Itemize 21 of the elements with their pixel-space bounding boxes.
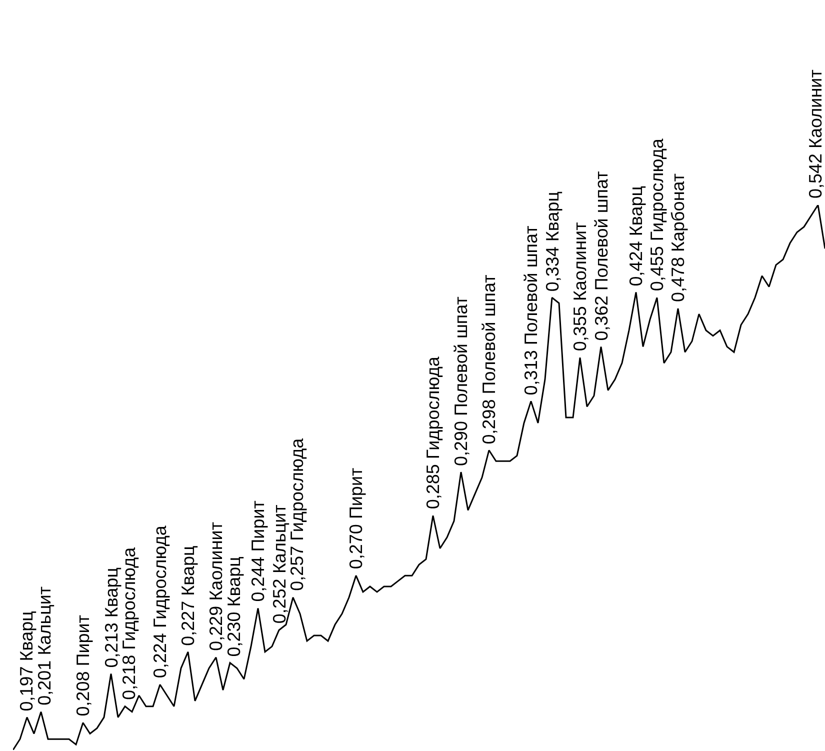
annotation: 0,244 Пирит: [248, 500, 268, 602]
annotation: 0,362 Полевой шпат: [591, 171, 612, 341]
annotation: 0,478 Карбонат: [668, 173, 688, 302]
annotation: 0,290 Полевой шпат: [450, 296, 471, 466]
annotation: 0,270 Пирит: [346, 468, 366, 570]
annotation: 0,227 Кварц: [178, 546, 198, 646]
annotation: 0,424 Кварц: [626, 186, 646, 286]
annotation: 0,208 Пирит: [72, 614, 93, 716]
annotation: 0,252 Кальцит: [269, 504, 290, 624]
annotation: 0,224 Гидрослюда: [150, 524, 170, 678]
annotation: 0,313 Полевой шпат: [520, 226, 541, 396]
annotation: 0,230 Кварц: [224, 556, 244, 657]
annotation: 0,542 Каолинит: [806, 70, 825, 198]
annotation: 0,197 Кварц: [16, 611, 37, 712]
annotation: 0,229 Каолинит: [206, 522, 226, 651]
annotation: 0,455 Гидрослюда: [646, 138, 667, 292]
annotation: 0,334 Кварц: [542, 191, 562, 292]
annotation: 0,298 Полевой шпат: [478, 274, 499, 444]
annotation: 0,213 Кварц: [101, 567, 122, 668]
annotation: 0,355 Каолинит: [570, 222, 590, 352]
annotation: 0,285 Гидрослюда: [422, 356, 443, 510]
